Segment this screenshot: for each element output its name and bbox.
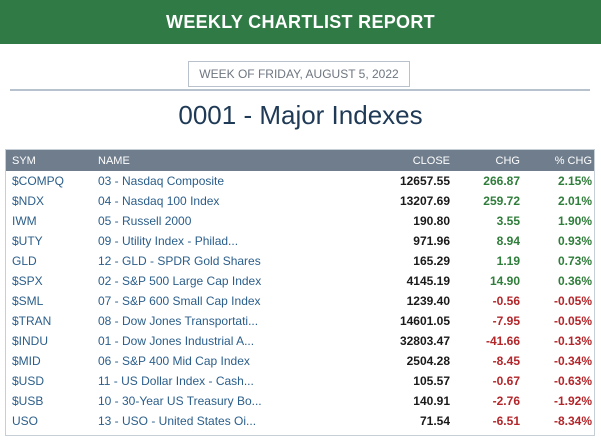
symbol-link[interactable]: $USB [12,394,44,408]
close-value: 105.57 [413,374,450,388]
change-value: 8.94 [496,234,520,248]
table-row[interactable]: $TRAN 08 - Dow Jones Transportati... 14601… [6,311,594,331]
symbol-link[interactable]: $USD [12,374,45,388]
name-link[interactable]: 02 - S&P 500 Large Cap Index [98,274,262,288]
name-link[interactable]: 05 - Russell 2000 [98,214,192,228]
name-link[interactable]: 08 - Dow Jones Transportati... [98,314,259,328]
close-value: 2504.28 [406,354,450,368]
pct-change-value: 2.15% [557,174,592,188]
symbol-link[interactable]: $SML [12,294,44,308]
table-row[interactable]: $USD 11 - US Dollar Index - Cash... 105.57… [6,371,594,391]
close-value: 1239.40 [406,294,450,308]
symbol-link[interactable]: GLD [12,254,37,268]
header-chg[interactable]: CHG [495,154,520,167]
table-row[interactable]: $UTY 09 - Utility Index - Philad... 971.96… [6,231,594,251]
pct-change-value: -0.05% [553,314,592,328]
change-value: -2.76 [492,394,520,408]
table-row[interactable]: $SML 07 - S&P 600 Small Cap Index 1239.40 -… [6,291,594,311]
symbol-link[interactable]: IWM [12,214,37,228]
change-value: -6.51 [492,414,520,428]
pct-change-value: 1.90% [557,214,592,228]
change-value: 266.87 [483,174,520,188]
page-title: 0001 - Major Indexes [178,100,423,130]
close-value: 32803.47 [399,334,450,348]
week-label: WEEK OF FRIDAY, AUGUST 5, 2022 [199,67,399,81]
close-value: 71.54 [419,414,450,428]
change-value: 1.19 [496,254,520,268]
symbol-link[interactable]: $COMPQ [12,174,65,188]
symbol-link[interactable]: $INDU [12,334,49,348]
table-row[interactable]: $USB 10 - 30-Year US Treasury Bo... 140.91… [6,391,594,411]
header-pct-chg[interactable]: % CHG [554,154,592,167]
change-value: 14.90 [489,274,520,288]
pct-change-value: -0.34% [553,354,592,368]
symbol-link[interactable]: $NDX [12,194,45,208]
change-value: -41.66 [485,334,520,348]
close-value: 4145.19 [406,274,450,288]
pct-change-value: -1.92% [553,394,592,408]
table-row[interactable]: IWM 05 - Russell 2000 190.80 3.55 1.90% [6,211,594,231]
close-value: 190.80 [413,214,450,228]
name-link[interactable]: 03 - Nasdaq Composite [98,174,225,188]
close-value: 140.91 [413,394,450,408]
header-sym[interactable]: SYM [12,154,36,167]
change-value: -0.67 [492,374,520,388]
pct-change-value: -0.63% [553,374,592,388]
pct-change-value: -0.05% [553,294,592,308]
pct-change-value: -0.13% [553,334,592,348]
table-row[interactable]: $NDX 04 - Nasdaq 100 Index 13207.69 259.72 2… [6,191,594,211]
table-header: SYM NAME CLOSE CHG % CHG [6,150,594,171]
close-value: 14601.05 [399,314,450,328]
chartlist-table: SYM NAME CLOSE CHG % CHG $COMPQ 03 - Nasd… [5,149,595,436]
name-link[interactable]: 13 - USO - United States Oi... [98,414,257,428]
change-value: 259.72 [483,194,520,208]
symbol-link[interactable]: $SPX [12,274,43,288]
change-value: -8.45 [492,354,520,368]
change-value: 3.55 [496,214,520,228]
name-link[interactable]: 09 - Utility Index - Philad... [98,234,239,248]
divider [10,89,590,91]
pct-change-value: -8.34% [553,414,592,428]
symbol-link[interactable]: $MID [12,354,41,368]
close-value: 12657.55 [399,174,450,188]
pct-change-value: 0.73% [557,254,592,268]
name-link[interactable]: 11 - US Dollar Index - Cash... [98,374,254,388]
change-value: -0.56 [492,294,520,308]
pct-change-value: 2.01% [557,194,592,208]
report-title: WEEKLY CHARTLIST REPORT [166,11,435,32]
table-row[interactable]: $SPX 02 - S&P 500 Large Cap Index 4145.19 1… [6,271,594,291]
symbol-link[interactable]: $TRAN [12,314,52,328]
close-value: 971.96 [413,234,450,248]
name-link[interactable]: 01 - Dow Jones Industrial A... [98,334,255,348]
header-name[interactable]: NAME [98,154,130,167]
report-banner: WEEKLY CHARTLIST REPORT [0,0,601,44]
week-label-box: WEEK OF FRIDAY, AUGUST 5, 2022 [188,61,410,87]
symbol-link[interactable]: $UTY [12,234,43,248]
table-row[interactable]: $INDU 01 - Dow Jones Industrial A... 32803… [6,331,594,351]
table-row[interactable]: $COMPQ 03 - Nasdaq Composite 12657.55 266.8… [6,171,594,191]
table-row[interactable]: USO 13 - USO - United States Oi... 71.54 -6… [6,411,594,431]
table-row[interactable]: $MID 06 - S&P 400 Mid Cap Index 2504.28 -8.… [6,351,594,371]
change-value: -7.95 [492,314,520,328]
name-link[interactable]: 04 - Nasdaq 100 Index [98,194,220,208]
close-value: 165.29 [413,254,450,268]
name-link[interactable]: 07 - S&P 600 Small Cap Index [98,294,261,308]
header-close[interactable]: CLOSE [412,154,450,167]
close-value: 13207.69 [399,194,450,208]
name-link[interactable]: 12 - GLD - SPDR Gold Shares [98,254,261,268]
name-link[interactable]: 10 - 30-Year US Treasury Bo... [98,394,262,408]
table-body: $COMPQ 03 - Nasdaq Composite 12657.55 266.8… [6,171,594,431]
table-row[interactable]: GLD 12 - GLD - SPDR Gold Shares 165.29 1.19… [6,251,594,271]
symbol-link[interactable]: USO [12,414,39,428]
pct-change-value: 0.93% [557,234,592,248]
pct-change-value: 0.36% [557,274,592,288]
name-link[interactable]: 06 - S&P 400 Mid Cap Index [98,354,250,368]
